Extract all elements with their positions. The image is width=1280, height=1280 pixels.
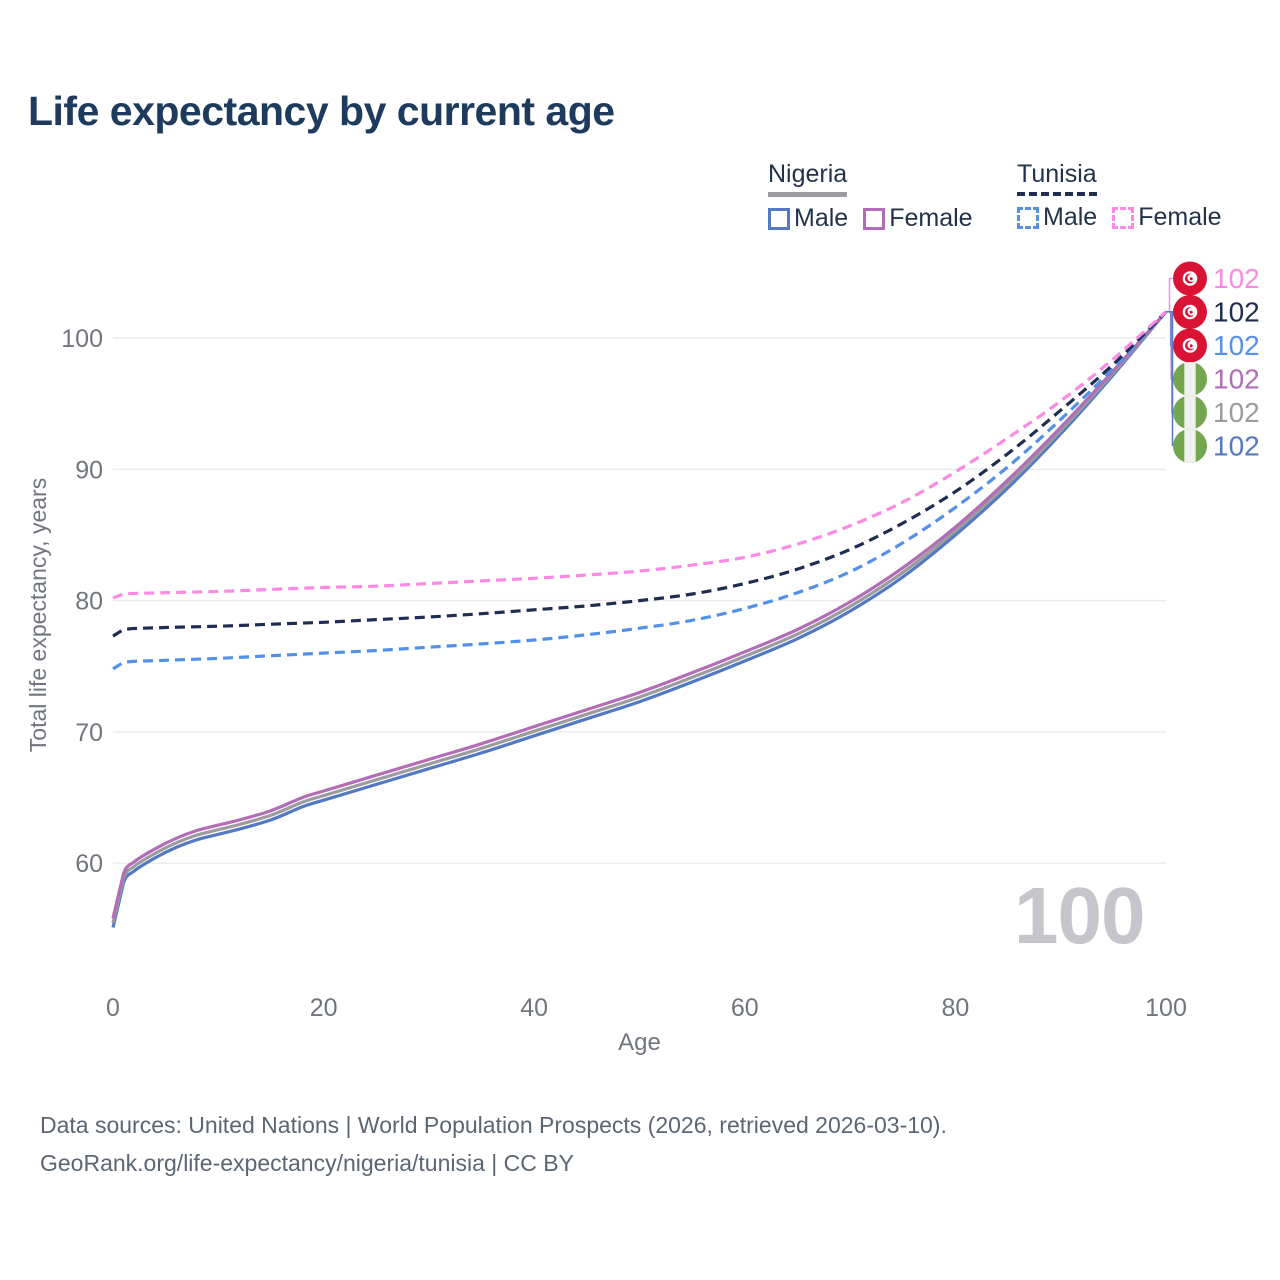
end-label-connector xyxy=(1166,310,1173,414)
flag-tunisia-icon xyxy=(1173,295,1207,329)
x-tick-label-40: 40 xyxy=(520,994,548,1022)
flag-nigeria-icon xyxy=(1173,429,1207,463)
x-axis-title: Age xyxy=(618,1029,661,1056)
end-value-label: 102 xyxy=(1213,364,1260,395)
end-label-connector xyxy=(1166,310,1174,446)
end-value-label: 102 xyxy=(1213,397,1260,428)
age-counter-watermark: 100 xyxy=(1014,871,1145,960)
series-line-nigeria-male xyxy=(111,310,1168,928)
legend-item-tunisia-female[interactable]: Female xyxy=(1112,203,1222,232)
legend-swatch-nigeria-male-icon xyxy=(768,207,790,230)
legend: Nigeria Male Female Tunisia Male Female xyxy=(0,160,1280,236)
x-tick-label-80: 80 xyxy=(941,994,969,1022)
series-line-tunisia-total xyxy=(112,310,1168,638)
legend-country-nigeria: Nigeria xyxy=(768,160,848,197)
legend-label-nigeria-male: Male xyxy=(794,204,849,232)
flag-tunisia-icon xyxy=(1173,328,1207,363)
legend-country-tunisia: Tunisia xyxy=(1017,160,1097,196)
flag-nigeria-icon xyxy=(1173,362,1207,396)
x-tick-label-100: 100 xyxy=(1145,994,1187,1022)
end-value-label: 102 xyxy=(1213,330,1260,361)
legend-group-nigeria: Nigeria Male Female xyxy=(768,160,988,233)
legend-item-nigeria-female[interactable]: Female xyxy=(863,204,973,233)
legend-label-tunisia-male: Male xyxy=(1043,203,1098,231)
legend-group-tunisia: Tunisia Male Female xyxy=(1017,160,1237,232)
legend-swatch-tunisia-female-icon xyxy=(1112,206,1135,229)
legend-item-tunisia-male[interactable]: Male xyxy=(1017,203,1097,232)
y-tick-label-100: 100 xyxy=(61,325,103,353)
y-tick-label-60: 60 xyxy=(75,850,103,878)
x-tick-label-20: 20 xyxy=(310,994,338,1022)
y-tick-label-80: 80 xyxy=(75,588,103,616)
legend-label-tunisia-female: Female xyxy=(1138,203,1222,231)
end-value-label: 102 xyxy=(1213,431,1260,462)
flag-tunisia-icon xyxy=(1173,261,1207,296)
footer: Data sources: United Nations | World Pop… xyxy=(40,1106,1240,1182)
footer-line-1: Data sources: United Nations | World Pop… xyxy=(40,1112,947,1138)
end-label-connector xyxy=(1166,277,1173,313)
legend-swatch-nigeria-female-icon xyxy=(863,207,886,230)
legend-label-nigeria-female: Female xyxy=(889,204,973,232)
end-value-label: 102 xyxy=(1213,263,1260,294)
footer-line-2: GeoRank.org/life-expectancy/nigeria/tuni… xyxy=(40,1150,574,1176)
y-tick-label-90: 90 xyxy=(75,456,103,484)
y-tick-label-70: 70 xyxy=(75,719,103,747)
series-line-nigeria-female xyxy=(111,310,1168,919)
y-axis-title: Total life expectancy, years xyxy=(25,478,51,752)
legend-item-nigeria-male[interactable]: Male xyxy=(768,204,848,233)
x-tick-label-0: 0 xyxy=(106,994,120,1022)
page-title: Life expectancy by current age xyxy=(28,88,615,134)
series-line-nigeria-total xyxy=(111,310,1168,924)
end-value-label: 102 xyxy=(1213,297,1260,328)
legend-swatch-tunisia-male-icon xyxy=(1017,206,1039,229)
flag-nigeria-icon xyxy=(1173,395,1207,430)
series-line-tunisia-male xyxy=(112,310,1168,671)
x-tick-label-60: 60 xyxy=(731,994,759,1022)
